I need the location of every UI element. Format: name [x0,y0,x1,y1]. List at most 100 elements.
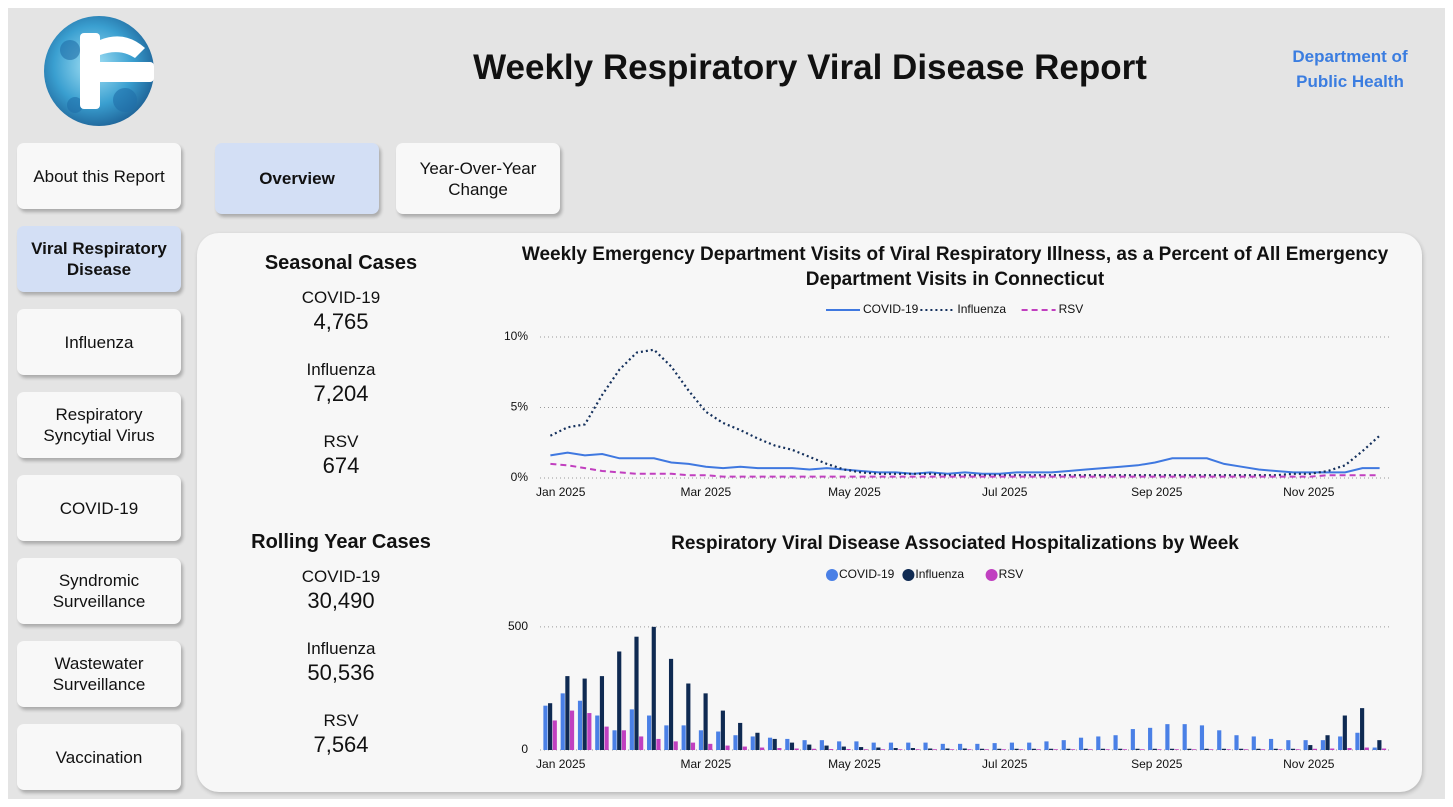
bar [622,730,626,750]
bar [1002,749,1006,750]
bar [876,748,880,750]
legend-label: COVID-19 [863,302,919,316]
bar [639,736,643,750]
bar [768,738,772,750]
bar [565,676,569,750]
bar [1135,749,1139,750]
bar [1066,749,1070,750]
bar [617,651,621,750]
bar [1148,728,1152,750]
bar [1049,749,1053,750]
series-line [550,350,1379,476]
bar [634,637,638,750]
bar [1062,740,1066,750]
bar [824,746,828,750]
y-tick-label: 0% [511,470,529,484]
x-tick-label: Sep 2025 [1131,485,1183,499]
bar [1234,735,1238,750]
bar [1027,743,1031,750]
bar [1010,743,1014,750]
bar [1054,749,1058,750]
bar [1157,749,1161,750]
legend-label: RSV [999,567,1024,581]
bar [553,720,557,750]
bar [686,684,690,751]
bar [1175,749,1179,750]
bar [872,743,876,750]
bar [859,747,863,750]
bar [812,749,816,750]
y-tick-label: 5% [511,400,529,414]
bar [1256,749,1260,750]
bar [578,701,582,750]
bar [1252,736,1256,750]
bar [1313,749,1317,750]
x-tick-label: Jul 2025 [982,485,1028,499]
y-tick-label: 0 [521,742,528,756]
bar [1239,749,1243,750]
bar [820,740,824,750]
bar [1325,735,1329,750]
bar [906,743,910,750]
bar [1101,749,1105,750]
bar [1278,749,1282,750]
bar [1291,749,1295,750]
bar [1226,749,1230,750]
bar [958,744,962,750]
bar [928,749,932,750]
bar [854,741,858,750]
bar [1032,749,1036,750]
bar [1071,749,1075,750]
bar [1131,729,1135,750]
x-tick-label: Nov 2025 [1283,485,1335,499]
bar [950,749,954,750]
bar [561,693,565,750]
bar [1355,733,1359,750]
bar [1019,749,1023,750]
bar [1084,749,1088,750]
bar [1140,749,1144,750]
legend-swatch [902,569,914,581]
bar [894,748,898,750]
bar [708,744,712,750]
legend-label: Influenza [915,567,964,581]
bar [1192,749,1196,750]
bar [583,679,587,750]
bar [647,716,651,750]
bar [967,749,971,750]
bar [916,749,920,750]
bar [738,723,742,750]
x-tick-label: Mar 2025 [681,485,732,499]
bar [570,711,574,750]
x-tick-label: Sep 2025 [1131,757,1183,771]
bar [881,749,885,750]
x-tick-label: Jan 2025 [536,757,586,771]
bar [1088,749,1092,750]
bar [760,748,764,750]
bar [1377,740,1381,750]
x-tick-label: Nov 2025 [1283,757,1335,771]
bar [941,744,945,750]
bar [1153,749,1157,750]
bar [1113,735,1117,750]
bar [1014,749,1018,750]
bar [721,711,725,750]
bar [1338,736,1342,750]
bar [1308,745,1312,750]
x-tick-label: May 2025 [828,757,881,771]
bar [997,749,1001,750]
bar [704,693,708,750]
bar [630,709,634,750]
bar [1205,749,1209,750]
bar [945,749,949,750]
bar [612,730,616,750]
y-tick-label: 10% [504,329,528,343]
bar [785,739,789,750]
bar [1343,716,1347,750]
bar [587,713,591,750]
x-tick-label: Jul 2025 [982,757,1028,771]
bar [1096,736,1100,750]
bar [743,747,747,750]
bar [837,741,841,750]
series-line [550,453,1379,474]
